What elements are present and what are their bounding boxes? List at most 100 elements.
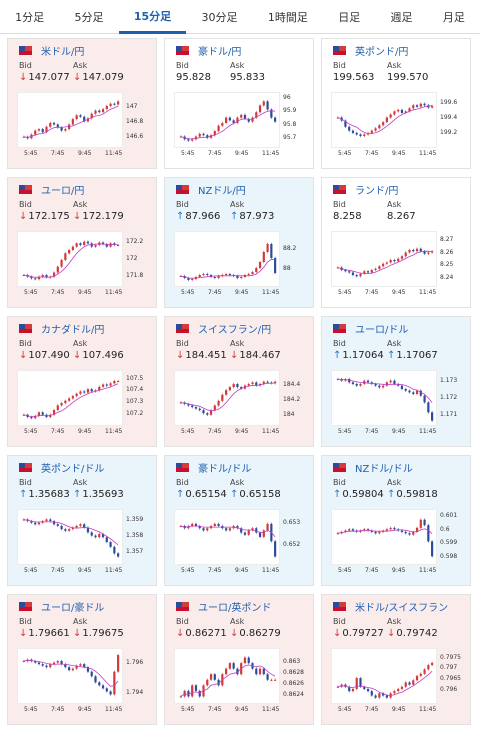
rate-card[interactable]: NZドル/円 Bid Ask ↑ 87.966 ↑ 87.973 88.2 88 5:45 7:45… (164, 177, 314, 308)
candle-body (217, 125, 220, 132)
pair-title-link[interactable]: NZドル/ドル (333, 460, 413, 475)
rate-card[interactable]: 米ドル/円 Bid Ask ↓ 147.077 ↓ 147.079 147 146.8 146.6… (7, 38, 157, 169)
candle-body (90, 389, 93, 392)
rate-card[interactable]: ユーロ/ドル Bid Ask ↑ 1.17064 ↑ 1.17067 1.173 1.172 1.… (321, 316, 471, 447)
tab-timeframe[interactable]: 月足 (442, 11, 465, 24)
x-axis-tick: 7:45 (51, 706, 65, 713)
pair-title-link[interactable]: ユーロ/ドル (333, 321, 408, 336)
ask-value: 95.833 (230, 72, 265, 83)
candle-body (45, 519, 48, 522)
pair-title-link[interactable]: ユーロ/英ポンド (176, 599, 271, 614)
rate-card[interactable]: カナダドル/円 Bid Ask ↓ 107.490 ↓ 107.496 107.5 107.4 1… (7, 316, 157, 447)
rate-card[interactable]: 豪ドル/ドル Bid Ask ↑ 0.65154 ↑ 0.65158 0.653 0.652 5:… (164, 455, 314, 586)
candle-body (90, 243, 93, 247)
tab-timeframe[interactable]: 1時間足 (267, 11, 308, 24)
candle-body (270, 679, 273, 681)
ask-label: Ask (73, 61, 88, 70)
candle-body (225, 117, 228, 124)
mini-chart[interactable]: 88.2 88 5:45 7:45 9:45 11:45 (174, 231, 305, 303)
candle-body (251, 528, 254, 531)
mini-chart[interactable]: 96 95.9 95.8 95.7 5:45 7:45 9:45 11:45 (174, 92, 305, 164)
bid-label: Bid (176, 61, 189, 70)
bid-value: ↓ 107.490 (19, 350, 70, 361)
pair-title-link[interactable]: スイスフラン/円 (176, 321, 271, 336)
rate-card[interactable]: ランド/円 Bid Ask 8.258 8.267 8.27 8.26 8.25 8.24 5:4… (321, 177, 471, 308)
mini-chart[interactable]: 0.601 0.6 0.599 0.598 5:45 7:45 9:45 11:45 (331, 509, 462, 581)
y-axis-tick: 0.652 (283, 540, 301, 548)
rate-card[interactable]: ユーロ/円 Bid Ask ↓ 172.175 ↓ 172.179 172.2 172 171.8… (7, 177, 157, 308)
rate-card[interactable]: 英ポンド/円 Bid Ask 199.563 199.570 199.6 199.4 199.… (321, 38, 471, 169)
mini-chart[interactable]: 107.5 107.4 107.3 107.2 5:45 7:45 9:45 11:45 (17, 370, 148, 442)
candlestick-chart (336, 377, 434, 422)
pair-title-link[interactable]: 豪ドル/円 (176, 43, 242, 58)
candlestick-chart (179, 242, 277, 282)
tab-timeframe[interactable]: 1分足 (15, 11, 45, 24)
x-axis-tick: 9:45 (235, 706, 249, 713)
rate-card[interactable]: ユーロ/英ポンド Bid Ask ↓ 0.86271 ↓ 0.86279 0.863 0.862… (164, 594, 314, 725)
mini-chart[interactable]: 199.6 199.4 199.2 5:45 7:45 9:45 11:45 (331, 92, 462, 164)
x-axis-tick: 11:45 (419, 706, 437, 713)
bid-price: 0.65154 (185, 489, 227, 500)
y-axis-tick: 95.8 (283, 120, 297, 128)
candlestick-chart (179, 100, 277, 142)
flag-icon (333, 184, 346, 194)
mini-chart[interactable]: 1.173 1.172 1.171 5:45 7:45 9:45 11:45 (331, 370, 462, 442)
x-axis-tick: 7:45 (365, 428, 379, 435)
tab-timeframe[interactable]: 週足 (390, 11, 413, 24)
mini-chart[interactable]: 172.2 172 171.8 5:45 7:45 9:45 11:45 (17, 231, 148, 303)
flag-icon (333, 323, 346, 333)
pair-title-link[interactable]: 英ポンド/ドル (19, 460, 104, 475)
rate-card[interactable]: 英ポンド/ドル Bid Ask ↑ 1.35683 ↑ 1.35693 1.359 1.358 1… (7, 455, 157, 586)
candle-body (270, 109, 273, 118)
candle-body (187, 690, 190, 697)
ask-value: ↑ 0.65158 (230, 489, 281, 500)
candle-body (109, 383, 112, 386)
mini-chart[interactable]: 1.359 1.358 1.357 5:45 7:45 9:45 11:45 (17, 509, 148, 581)
candle-body (393, 260, 396, 262)
tab-timeframe[interactable]: 15分足 (118, 0, 187, 34)
tab-timeframe[interactable]: 日足 (338, 11, 361, 24)
tab-timeframe[interactable]: 5分足 (74, 11, 104, 24)
rate-card[interactable]: 豪ドル/円 Bid Ask 95.828 95.833 96 95.9 95.8 95.7 5:4… (164, 38, 314, 169)
mini-chart[interactable]: 1.796 1.794 5:45 7:45 9:45 11:45 (17, 648, 148, 720)
candle-body (105, 106, 108, 110)
candle-body (117, 245, 120, 246)
rate-card[interactable]: NZドル/ドル Bid Ask ↑ 0.59804 ↑ 0.59818 0.601 0.6 0.5… (321, 455, 471, 586)
candle-body (251, 117, 254, 122)
pair-title-link[interactable]: カナダドル/円 (19, 321, 104, 336)
x-axis-tick: 11:45 (105, 706, 123, 713)
candle-body (83, 524, 86, 528)
y-axis-tick: 107.4 (126, 386, 144, 394)
mini-chart[interactable]: 147 146.8 146.6 5:45 7:45 9:45 11:45 (17, 92, 148, 164)
candle-body (404, 111, 407, 113)
candle-body (202, 528, 205, 531)
pair-title-link[interactable]: NZドル/円 (176, 182, 246, 197)
moving-average-line (180, 664, 276, 697)
rate-card[interactable]: スイスフラン/円 Bid Ask ↓ 184.451 ↓ 184.467 184.4 184.2… (164, 316, 314, 447)
pair-name: 豪ドル/円 (198, 46, 242, 58)
pair-title-link[interactable]: 米ドル/円 (19, 43, 84, 58)
mini-chart[interactable]: 0.653 0.652 5:45 7:45 9:45 11:45 (174, 509, 305, 581)
mini-chart[interactable]: 8.27 8.26 8.25 8.24 5:45 7:45 9:45 11:45 (331, 231, 462, 303)
mini-chart[interactable]: 0.863 0.8628 0.8626 0.8624 5:45 7:45 9:45 11:45 (174, 648, 305, 720)
pair-title-link[interactable]: ユーロ/円 (19, 182, 84, 197)
x-axis-tick: 11:45 (419, 428, 437, 435)
rate-card[interactable]: 米ドル/スイスフラン Bid Ask ↓ 0.79727 ↓ 0.79742 0.7975 0.… (321, 594, 471, 725)
candle-body (117, 101, 120, 105)
tab-timeframe[interactable]: 30分足 (201, 11, 238, 24)
pair-title-link[interactable]: ランド/円 (333, 182, 398, 197)
mini-chart[interactable]: 184.4 184.2 184 5:45 7:45 9:45 11:45 (174, 370, 305, 442)
candle-body (187, 139, 190, 141)
rate-card[interactable]: ユーロ/豪ドル Bid Ask ↓ 1.79661 ↓ 1.79675 1.796 1.794 5… (7, 594, 157, 725)
pair-title-link[interactable]: 米ドル/スイスフラン (333, 599, 448, 614)
mini-chart[interactable]: 0.7975 0.797 0.7965 0.796 5:45 7:45 9:45 11:45 (331, 648, 462, 720)
pair-title-link[interactable]: ユーロ/豪ドル (19, 599, 104, 614)
chart-plot-area (331, 509, 437, 565)
pair-title-link[interactable]: 英ポンド/円 (333, 43, 409, 58)
candle-body (266, 523, 269, 531)
pair-title-link[interactable]: 豪ドル/ドル (176, 460, 251, 475)
pair-name: 英ポンド/円 (355, 46, 409, 58)
candle-body (37, 129, 41, 131)
x-axis-tick: 11:45 (419, 150, 437, 157)
candle-body (86, 389, 90, 393)
